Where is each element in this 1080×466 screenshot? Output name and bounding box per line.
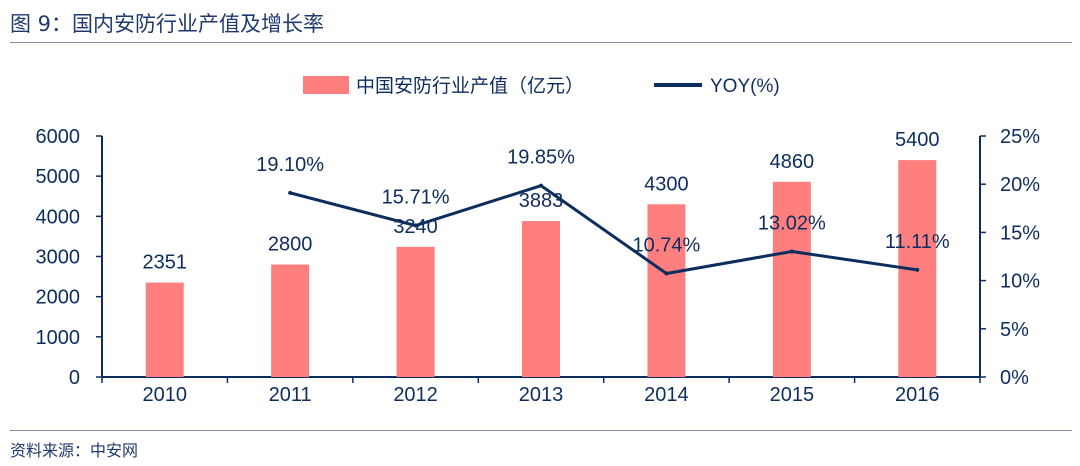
right-tick-label: 5% — [1000, 319, 1029, 341]
figure-title: 图 9：国内安防行业产值及增长率 — [10, 12, 325, 36]
bar-value-label: 3883 — [519, 190, 564, 212]
source-rule — [10, 430, 1072, 431]
right-tick-label: 15% — [1000, 222, 1040, 244]
bar-value-label: 4860 — [770, 151, 815, 173]
bar-value-label: 4300 — [644, 173, 689, 195]
bar — [271, 264, 310, 377]
x-tick-label: 2014 — [644, 384, 689, 406]
title-rule — [10, 42, 1072, 43]
bar-value-label: 2800 — [268, 234, 313, 256]
left-tick-label: 2000 — [36, 287, 81, 309]
legend: 中国安防行业产值（亿元） YOY(%) — [303, 75, 780, 97]
bar — [145, 282, 184, 377]
source-note: 资料来源：中安网 — [10, 441, 139, 460]
left-tick-label: 6000 — [36, 126, 81, 148]
bars — [145, 160, 937, 377]
bar-value-label: 3240 — [393, 216, 438, 238]
yoy-value-label: 19.85% — [507, 147, 575, 169]
left-tick-label: 0 — [69, 367, 80, 389]
x-tick-label: 2011 — [269, 384, 312, 406]
left-tick-label: 3000 — [36, 247, 81, 269]
yoy-series-line — [289, 184, 918, 275]
right-tick-label: 0% — [1000, 367, 1029, 389]
yoy-point — [539, 183, 543, 188]
axes: 0 1000 2000 3000 4000 5000 6000 0% 5% 10% 15% 20% 25… — [36, 126, 1041, 406]
left-tick-label: 1000 — [36, 327, 81, 349]
yoy-point — [789, 249, 794, 254]
yoy-value-label: 13.02% — [758, 212, 826, 234]
yoy-value-label: 11.11% — [885, 231, 950, 253]
yoy-value-label: 10.74% — [633, 234, 701, 256]
yoy-point — [915, 267, 920, 272]
x-tick-label: 2013 — [519, 384, 564, 406]
x-tick-label: 2010 — [142, 384, 187, 406]
legend-bar-label: 中国安防行业产值（亿元） — [356, 75, 584, 97]
right-tick-label: 25% — [1000, 126, 1040, 148]
left-tick-label: 4000 — [36, 206, 81, 228]
legend-bar-swatch — [303, 76, 349, 94]
data-labels: 2351 2800 3240 3883 4300 4860 5400 19.10% 15.71%… — [142, 129, 949, 273]
x-tick-label: 2012 — [393, 384, 438, 406]
yoy-value-label: 15.71% — [382, 187, 450, 209]
yoy-value-label: 19.10% — [256, 154, 324, 176]
legend-line-label: YOY(%) — [710, 76, 780, 97]
yoy-point — [413, 223, 418, 228]
bar — [522, 221, 560, 377]
yoy-point — [664, 271, 669, 276]
x-tick-label: 2015 — [770, 384, 815, 406]
bar-value-label: 2351 — [142, 252, 187, 274]
right-tick-label: 20% — [1000, 174, 1040, 196]
right-tick-label: 10% — [1000, 271, 1040, 293]
bar — [772, 181, 811, 377]
yoy-point — [288, 190, 293, 195]
bar — [647, 204, 686, 377]
x-tick-label: 2016 — [895, 384, 940, 406]
yoy-line — [288, 183, 920, 276]
bar — [396, 246, 435, 377]
left-tick-label: 5000 — [36, 166, 81, 188]
bar-value-label: 5400 — [895, 129, 940, 151]
chart: 中国安防行业产值（亿元） YOY(%) 0 1000 2000 3000 4000 500… — [36, 75, 1041, 406]
